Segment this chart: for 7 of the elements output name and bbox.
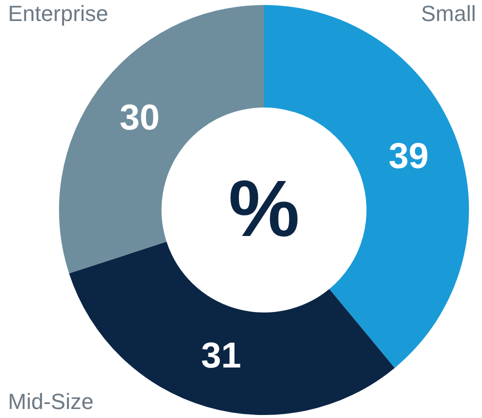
text: % xyxy=(228,164,300,254)
data-label: 30 xyxy=(120,96,160,138)
slice-label: Small xyxy=(420,1,476,26)
data-label: 39 xyxy=(388,134,429,176)
slice-label: Mid-Size xyxy=(8,389,94,414)
slice-label: Enterprise xyxy=(8,1,108,26)
data-label: 31 xyxy=(201,334,242,376)
